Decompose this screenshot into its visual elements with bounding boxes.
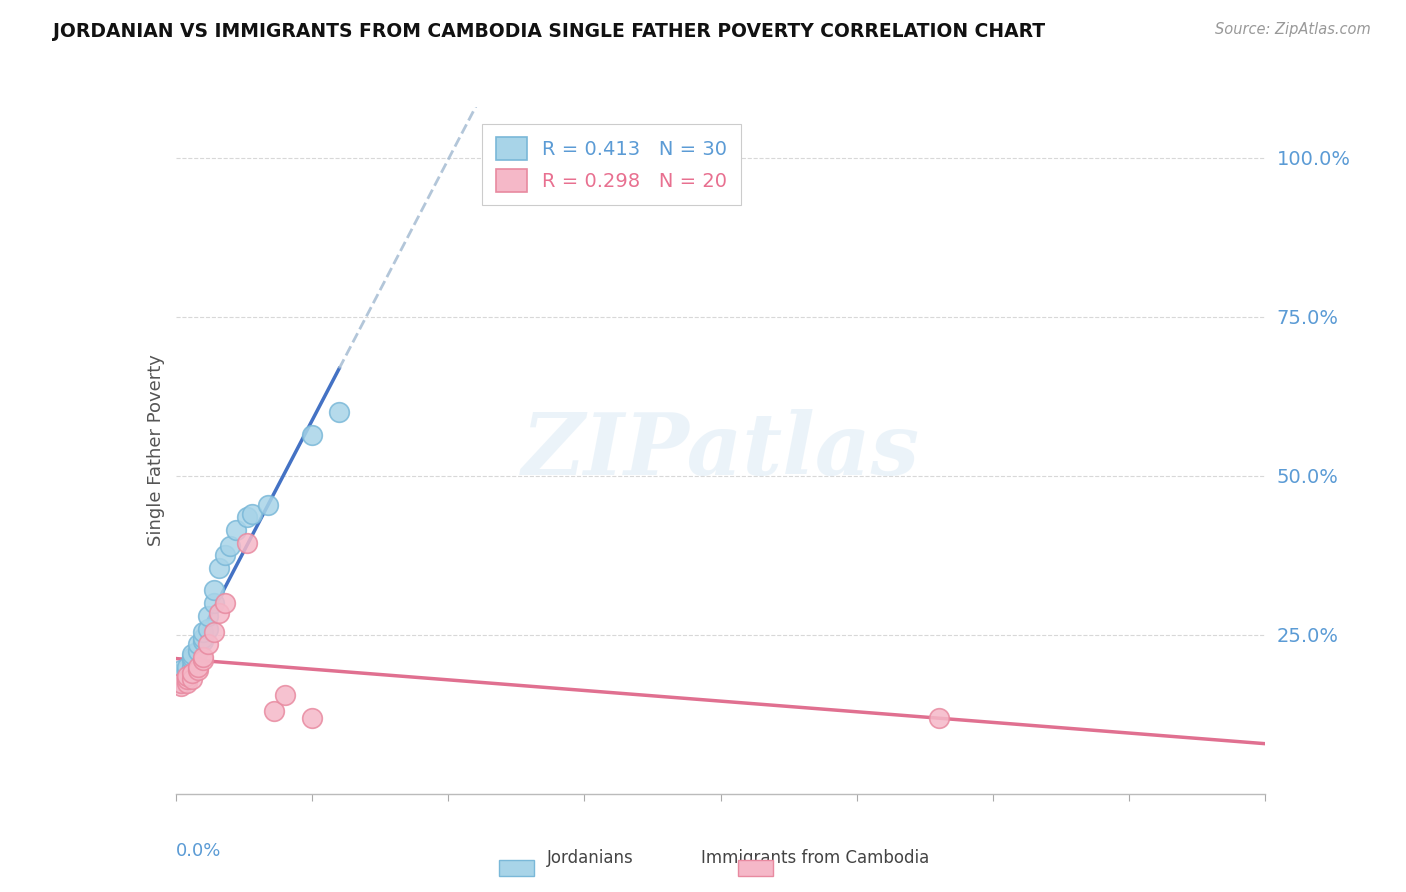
Point <box>176 675 198 690</box>
Point <box>181 666 204 681</box>
Y-axis label: Single Father Poverty: Single Father Poverty <box>146 354 165 547</box>
Point <box>176 669 198 683</box>
Text: ZIPatlas: ZIPatlas <box>522 409 920 492</box>
Point <box>301 710 323 724</box>
Point <box>240 507 263 521</box>
Point <box>176 673 198 687</box>
Point <box>176 659 198 673</box>
Point <box>208 606 231 620</box>
Point <box>191 650 214 665</box>
Point <box>181 647 204 661</box>
Point <box>197 622 219 636</box>
Point <box>208 561 231 575</box>
Point <box>235 535 257 549</box>
Point <box>176 669 198 683</box>
Point <box>225 523 247 537</box>
Legend: R = 0.413   N = 30, R = 0.298   N = 20: R = 0.413 N = 30, R = 0.298 N = 20 <box>482 124 741 205</box>
Text: Source: ZipAtlas.com: Source: ZipAtlas.com <box>1215 22 1371 37</box>
Point <box>176 663 198 677</box>
Point <box>197 608 219 623</box>
Point <box>191 653 214 667</box>
Point <box>170 675 193 690</box>
Point <box>186 637 209 651</box>
Point <box>186 663 209 677</box>
Point <box>170 663 193 677</box>
Point <box>328 405 350 419</box>
Point <box>186 644 209 658</box>
Point <box>202 624 225 639</box>
Point <box>219 539 242 553</box>
Point <box>202 596 225 610</box>
Point <box>191 631 214 645</box>
Text: 0.0%: 0.0% <box>176 842 221 860</box>
Point <box>263 704 285 718</box>
Point <box>170 666 193 681</box>
Point <box>181 673 204 687</box>
Point <box>257 498 280 512</box>
Point <box>214 549 236 563</box>
Point <box>181 653 204 667</box>
Point <box>186 659 209 673</box>
Point <box>301 427 323 442</box>
Point <box>202 583 225 598</box>
Text: JORDANIAN VS IMMIGRANTS FROM CAMBODIA SINGLE FATHER POVERTY CORRELATION CHART: JORDANIAN VS IMMIGRANTS FROM CAMBODIA SI… <box>53 22 1046 41</box>
Point <box>191 634 214 648</box>
Point <box>197 637 219 651</box>
Point <box>235 510 257 524</box>
Point <box>170 679 193 693</box>
Point <box>176 673 198 687</box>
Point <box>274 688 297 702</box>
Point <box>928 710 950 724</box>
Point <box>191 624 214 639</box>
Point <box>181 650 204 665</box>
Point <box>214 596 236 610</box>
Text: Immigrants from Cambodia: Immigrants from Cambodia <box>702 849 929 867</box>
Point <box>181 659 204 673</box>
Text: Jordanians: Jordanians <box>547 849 634 867</box>
Point <box>170 673 193 687</box>
Point <box>170 675 193 690</box>
